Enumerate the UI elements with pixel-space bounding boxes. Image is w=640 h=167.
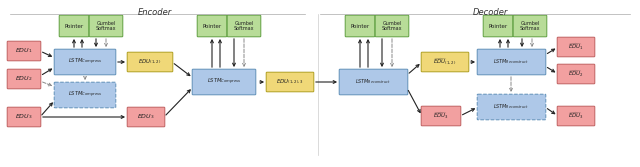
Text: $\widehat{EDU}_2$: $\widehat{EDU}_2$ [568,69,584,79]
Text: $\widehat{EDU}_{(1,2)}$: $\widehat{EDU}_{(1,2)}$ [433,57,457,67]
Text: Pointer: Pointer [488,24,508,29]
Text: $\widehat{EDU}_1$: $\widehat{EDU}_1$ [568,42,584,52]
Text: $EDU_{(1,2)}$: $EDU_{(1,2)}$ [138,58,162,66]
Text: Pointer: Pointer [202,24,221,29]
FancyBboxPatch shape [127,107,165,127]
FancyBboxPatch shape [266,72,314,92]
Text: Gumbel
Softmax: Gumbel Softmax [381,21,403,31]
Text: $EDU_{(1,2),3}$: $EDU_{(1,2),3}$ [276,78,304,86]
FancyBboxPatch shape [7,107,41,127]
Text: Pointer: Pointer [351,24,369,29]
Text: $LSTM_{Reconstruct}$: $LSTM_{Reconstruct}$ [493,103,529,111]
Text: Gumbel
Softmax: Gumbel Softmax [234,21,254,31]
Text: $LSTM_{Reconstruct}$: $LSTM_{Reconstruct}$ [493,58,529,66]
FancyBboxPatch shape [54,82,116,108]
Text: $LSTM_{Reconstruct}$: $LSTM_{Reconstruct}$ [355,77,391,87]
FancyBboxPatch shape [557,64,595,84]
Text: $LSTM_{Compress}$: $LSTM_{Compress}$ [68,57,102,67]
Text: $EDU_3$: $EDU_3$ [137,113,155,121]
FancyBboxPatch shape [227,15,261,37]
Text: $EDU_3$: $EDU_3$ [15,113,33,121]
Text: $LSTM_{Compress}$: $LSTM_{Compress}$ [68,90,102,100]
FancyBboxPatch shape [197,15,227,37]
FancyBboxPatch shape [54,49,116,75]
Text: Decoder: Decoder [472,8,508,17]
Text: $EDU_1$: $EDU_1$ [15,47,33,55]
Text: $LSTM_{Compress}$: $LSTM_{Compress}$ [207,77,241,87]
FancyBboxPatch shape [477,49,546,75]
FancyBboxPatch shape [557,106,595,126]
FancyBboxPatch shape [7,41,41,61]
FancyBboxPatch shape [421,52,468,72]
FancyBboxPatch shape [89,15,123,37]
FancyBboxPatch shape [60,15,89,37]
FancyBboxPatch shape [345,15,375,37]
Text: Gumbel
Softmax: Gumbel Softmax [96,21,116,31]
FancyBboxPatch shape [192,69,256,95]
FancyBboxPatch shape [127,52,173,72]
Text: Encoder: Encoder [138,8,172,17]
Text: $\widehat{EDU}_3$: $\widehat{EDU}_3$ [568,111,584,121]
FancyBboxPatch shape [421,106,461,126]
Text: Gumbel
Softmax: Gumbel Softmax [520,21,540,31]
FancyBboxPatch shape [483,15,513,37]
FancyBboxPatch shape [7,69,41,89]
FancyBboxPatch shape [375,15,409,37]
FancyBboxPatch shape [513,15,547,37]
FancyBboxPatch shape [557,37,595,57]
Text: $EDU_2$: $EDU_2$ [15,74,33,84]
Text: $\widehat{EDU}_3$: $\widehat{EDU}_3$ [433,111,449,121]
FancyBboxPatch shape [339,69,408,95]
FancyBboxPatch shape [477,94,546,120]
Text: Pointer: Pointer [65,24,84,29]
